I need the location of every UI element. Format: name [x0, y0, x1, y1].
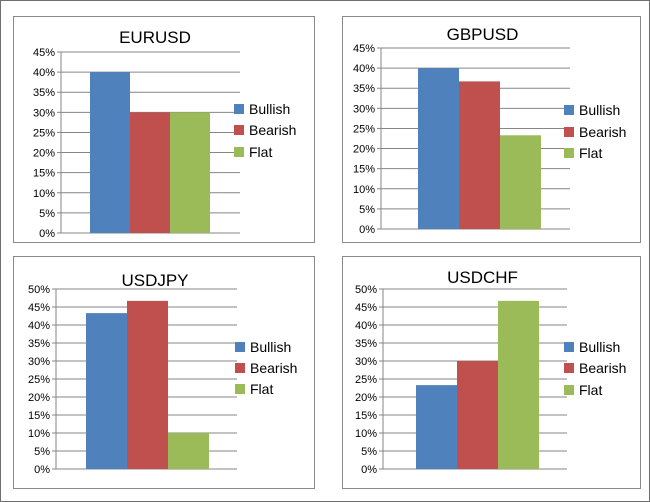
usdchf-chart: USDCHF 0% 5% 10% 15% 20% 25% 30% 35% 40% 45% 50% Bul… — [355, 268, 627, 476]
bar-flat — [168, 433, 209, 469]
legend-label-bullish: Bullish — [250, 339, 291, 355]
bar-flat — [498, 300, 539, 469]
eurusd-chart: EURUSD 0% 5% 10% 15% 20% 25% 30% 35% 40% 45% Bullis… — [33, 28, 297, 240]
gbpusd-chart-panel: GBPUSD 0% 5% 10% 15% 20% 25% 30% 35% 40% 45% Bullis… — [342, 16, 641, 243]
y-tick-label: 0% — [359, 224, 375, 236]
bar-bullish — [418, 68, 459, 229]
usdchf-chart-panel: USDCHF 0% 5% 10% 15% 20% 25% 30% 35% 40% 45% 50% Bul… — [342, 256, 641, 489]
legend-swatch-flat — [564, 148, 574, 158]
legend-label-bearish: Bearish — [250, 360, 297, 376]
y-tick-label: 40% — [353, 63, 375, 75]
y-tick-label: 20% — [353, 144, 375, 156]
legend-label-bullish: Bullish — [579, 339, 620, 355]
y-tick-label: 20% — [28, 392, 50, 404]
legend-label-flat: Flat — [250, 381, 273, 397]
legend-swatch-bullish — [234, 104, 244, 114]
legend-label-flat: Flat — [249, 144, 272, 160]
legend-swatch-bullish — [564, 342, 574, 352]
y-tick-label: 30% — [33, 107, 55, 119]
y-tick-label: 10% — [28, 428, 50, 440]
bar-bullish — [86, 313, 127, 469]
legend-label-bearish: Bearish — [579, 360, 626, 376]
y-tick-label: 35% — [353, 83, 375, 95]
bar-bearish — [459, 81, 500, 229]
y-tick-label: 15% — [355, 410, 377, 422]
y-tick-label: 40% — [33, 67, 55, 79]
y-tick-label: 10% — [353, 184, 375, 196]
y-tick-label: 45% — [353, 43, 375, 55]
y-tick-label: 25% — [353, 123, 375, 135]
legend-swatch-flat — [234, 147, 244, 157]
y-tick-label: 10% — [355, 428, 377, 440]
eurusd-chart-panel: EURUSD 0% 5% 10% 15% 20% 25% 30% 35% 40% 45% Bullis… — [13, 16, 315, 243]
usdjpy-chart: USDJPY 0% 5% 10% 15% 20% 25% 30% 35% 40% 45% 50% Bul… — [28, 271, 298, 476]
bar-flat — [170, 112, 210, 233]
chart-title: GBPUSD — [447, 25, 519, 44]
legend-swatch-bearish — [234, 125, 244, 135]
y-tick-label: 25% — [33, 127, 55, 139]
y-tick-label: 30% — [355, 356, 377, 368]
bar-bullish — [416, 385, 457, 469]
y-tick-label: 0% — [361, 464, 377, 476]
y-tick-label: 20% — [33, 148, 55, 160]
bar-bearish — [130, 112, 170, 233]
y-tick-label: 40% — [28, 320, 50, 332]
y-tick-label: 30% — [28, 356, 50, 368]
legend-swatch-flat — [564, 385, 574, 395]
legend-label-flat: Flat — [579, 382, 602, 398]
y-tick-label: 5% — [359, 204, 375, 216]
y-tick-label: 15% — [353, 164, 375, 176]
usdjpy-chart-panel: USDJPY 0% 5% 10% 15% 20% 25% 30% 35% 40% 45% 50% Bul… — [13, 256, 315, 489]
y-tick-label: 0% — [34, 464, 50, 476]
gbpusd-chart: GBPUSD 0% 5% 10% 15% 20% 25% 30% 35% 40% 45% Bullis… — [353, 25, 627, 236]
legend-label-bullish: Bullish — [249, 101, 290, 117]
legend-swatch-flat — [235, 384, 245, 394]
chart-title: EURUSD — [119, 28, 191, 47]
y-tick-label: 50% — [355, 284, 377, 296]
y-tick-label: 25% — [28, 374, 50, 386]
y-tick-label: 5% — [361, 446, 377, 458]
y-tick-label: 45% — [28, 302, 50, 314]
y-tick-label: 15% — [28, 410, 50, 422]
y-tick-label: 20% — [355, 392, 377, 404]
bar-bearish — [127, 300, 168, 469]
legend-label-bearish: Bearish — [249, 122, 296, 138]
chart-title: USDJPY — [121, 271, 188, 290]
y-tick-label: 35% — [28, 338, 50, 350]
y-tick-label: 5% — [39, 208, 55, 220]
bar-flat — [500, 135, 541, 229]
y-tick-label: 45% — [33, 47, 55, 59]
y-tick-label: 25% — [355, 374, 377, 386]
y-tick-label: 10% — [33, 188, 55, 200]
y-tick-label: 30% — [353, 103, 375, 115]
y-tick-label: 45% — [355, 302, 377, 314]
legend-label-flat: Flat — [579, 145, 602, 161]
chart-title: USDCHF — [447, 268, 518, 287]
y-tick-label: 50% — [28, 284, 50, 296]
bar-bullish — [90, 72, 130, 233]
bar-bearish — [457, 361, 498, 469]
legend-swatch-bullish — [564, 105, 574, 115]
y-tick-label: 0% — [39, 228, 55, 240]
y-tick-label: 5% — [34, 446, 50, 458]
y-tick-label: 35% — [355, 338, 377, 350]
legend-swatch-bearish — [564, 363, 574, 373]
legend-label-bearish: Bearish — [579, 124, 626, 140]
legend-swatch-bearish — [564, 127, 574, 137]
legend-swatch-bullish — [235, 342, 245, 352]
y-tick-label: 35% — [33, 87, 55, 99]
y-tick-label: 40% — [355, 320, 377, 332]
legend-label-bullish: Bullish — [579, 102, 620, 118]
y-tick-label: 15% — [33, 168, 55, 180]
legend-swatch-bearish — [235, 363, 245, 373]
